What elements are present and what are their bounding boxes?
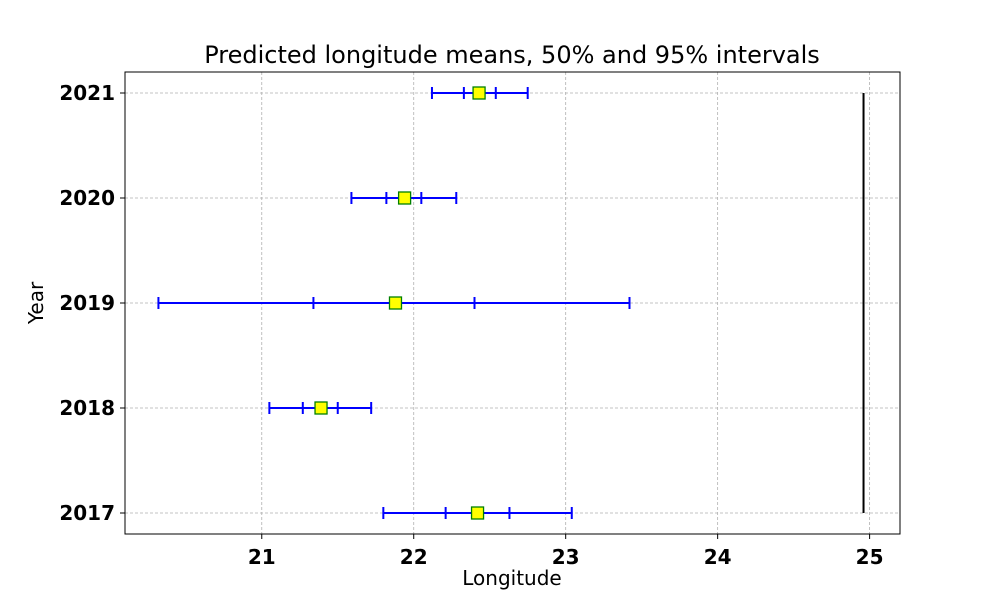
mean-marker [388, 296, 403, 310]
x-tick-label: 23 [552, 545, 580, 569]
x-tick-label: 25 [856, 545, 884, 569]
mean-marker [397, 191, 412, 205]
y-axis-ticks: 2017 2018 2019 2020 2021 [59, 81, 125, 525]
x-tick-label: 24 [704, 545, 732, 569]
mean-marker [470, 506, 485, 520]
interval-group-2017 [382, 506, 573, 520]
mean-marker [314, 401, 328, 415]
y-tick-label: 2021 [59, 81, 115, 105]
interval-group-2021 [430, 86, 529, 100]
y-axis-label: Year [24, 281, 48, 325]
interval-group-2018 [268, 401, 373, 415]
y-tick-label: 2018 [59, 396, 115, 420]
y-tick-label: 2020 [59, 186, 115, 210]
x-axis-ticks: 21 22 23 24 25 [248, 534, 884, 569]
x-tick-label: 22 [400, 545, 428, 569]
interval-group-2020 [350, 191, 458, 205]
chart-title: Predicted longitude means, 50% and 95% i… [204, 41, 820, 69]
x-tick-label: 21 [248, 545, 276, 569]
y-tick-label: 2017 [59, 501, 115, 525]
y-tick-label: 2019 [59, 291, 115, 315]
series-group [157, 86, 631, 520]
interval-group-2019 [157, 296, 631, 310]
x-axis-label: Longitude [462, 566, 561, 590]
mean-marker [472, 86, 486, 100]
